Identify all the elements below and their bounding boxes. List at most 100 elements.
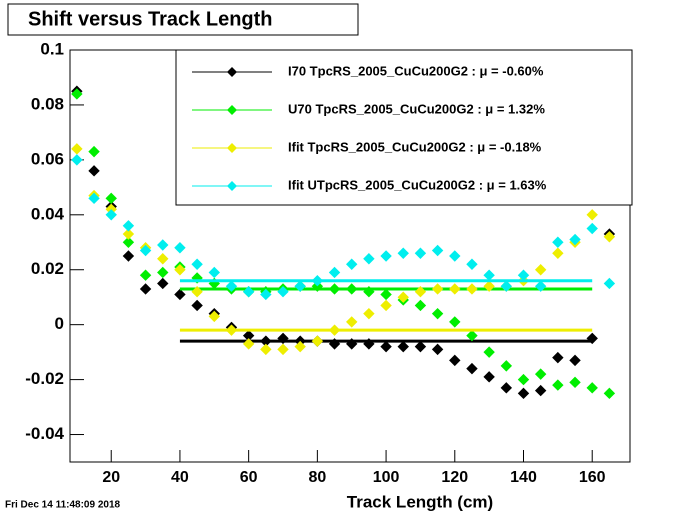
- x-tick-label: 60: [240, 469, 258, 486]
- data-point: [311, 335, 324, 347]
- data-point: [483, 346, 495, 358]
- data-point: [174, 264, 186, 276]
- data-point: [328, 283, 341, 295]
- data-point: [105, 209, 117, 221]
- y-tick-label: 0.08: [31, 94, 64, 113]
- data-point: [569, 354, 581, 367]
- data-point: [534, 280, 547, 292]
- data-point: [483, 371, 495, 383]
- x-tick-label: 40: [171, 469, 189, 486]
- data-point: [534, 264, 547, 276]
- y-tick-label: 0: [55, 314, 64, 333]
- data-point: [311, 275, 324, 287]
- data-point: [466, 258, 478, 270]
- data-point: [414, 340, 427, 353]
- x-tick-label: 80: [308, 469, 326, 486]
- data-point: [122, 220, 135, 232]
- data-point: [328, 338, 341, 350]
- data-point: [449, 316, 461, 328]
- data-point: [380, 340, 392, 353]
- data-point: [449, 283, 461, 295]
- data-point: [569, 376, 581, 389]
- x-tick-label: 100: [373, 469, 400, 486]
- data-point: [414, 285, 427, 298]
- data-point: [71, 154, 83, 166]
- data-point: [122, 228, 135, 240]
- data-point: [466, 329, 478, 342]
- data-point: [449, 250, 461, 262]
- data-point: [380, 250, 392, 262]
- data-point: [500, 280, 513, 292]
- data-point: [500, 382, 513, 394]
- data-point: [294, 340, 306, 353]
- data-point: [603, 387, 616, 400]
- data-point: [363, 253, 375, 265]
- legend-label: I70 TpcRS_2005_CuCu200G2 : μ = -0.60%: [288, 63, 544, 78]
- data-point: [346, 258, 358, 270]
- data-point: [260, 343, 272, 356]
- data-point: [586, 382, 598, 394]
- data-point: [449, 354, 461, 367]
- data-point: [71, 143, 83, 155]
- data-point: [397, 340, 409, 353]
- data-point: [397, 291, 409, 303]
- data-point: [191, 299, 203, 312]
- data-point: [500, 360, 513, 372]
- data-point: [466, 283, 478, 295]
- data-point: [466, 362, 478, 375]
- y-tick-label: -0.02: [25, 369, 64, 388]
- legend-label: U70 TpcRS_2005_CuCu200G2 : μ = 1.32%: [288, 101, 545, 116]
- data-point: [552, 247, 564, 259]
- legend-box: [175, 49, 633, 206]
- x-tick-label: 160: [579, 469, 606, 486]
- x-tick-label: 120: [441, 469, 468, 486]
- data-point: [242, 338, 255, 350]
- data-point: [157, 277, 169, 290]
- chart-title: Shift versus Track Length: [28, 8, 273, 30]
- data-point: [414, 247, 427, 259]
- legend-marker: [227, 181, 237, 191]
- data-point: [277, 285, 289, 298]
- data-point: [328, 266, 341, 279]
- data-point: [191, 285, 203, 298]
- data-point: [346, 338, 358, 350]
- data-point: [517, 373, 530, 386]
- legend-label: Ifit UTpcRS_2005_CuCu200G2 : μ = 1.63%: [288, 177, 547, 192]
- data-point: [225, 280, 238, 292]
- data-point: [122, 236, 135, 248]
- data-point: [174, 242, 186, 254]
- data-point: [363, 307, 375, 320]
- data-point: [122, 250, 135, 262]
- data-point: [346, 316, 358, 328]
- data-point: [260, 288, 272, 301]
- data-point: [71, 88, 83, 100]
- data-point: [414, 299, 427, 312]
- y-tick-label: 0.06: [31, 149, 64, 168]
- data-point: [157, 266, 169, 279]
- data-point: [552, 379, 564, 391]
- y-tick-label: 0.02: [31, 259, 64, 278]
- data-point: [363, 285, 375, 298]
- data-point: [277, 343, 289, 356]
- data-point: [157, 253, 169, 265]
- data-point: [88, 192, 100, 205]
- data-point: [139, 244, 152, 257]
- data-point: [380, 299, 392, 312]
- data-point: [431, 244, 444, 257]
- data-point: [277, 332, 289, 345]
- x-tick-label: 140: [510, 469, 537, 486]
- data-point: [208, 310, 221, 323]
- data-point: [431, 343, 444, 356]
- data-point: [586, 222, 598, 235]
- data-point: [431, 307, 444, 320]
- data-point: [569, 233, 581, 246]
- data-point: [88, 165, 100, 177]
- x-tick-label: 20: [102, 469, 120, 486]
- data-point: [208, 266, 221, 279]
- title-box: [7, 3, 359, 36]
- data-point: [346, 283, 358, 295]
- legend-marker: [227, 105, 237, 115]
- data-point: [380, 288, 392, 301]
- data-point: [242, 285, 255, 298]
